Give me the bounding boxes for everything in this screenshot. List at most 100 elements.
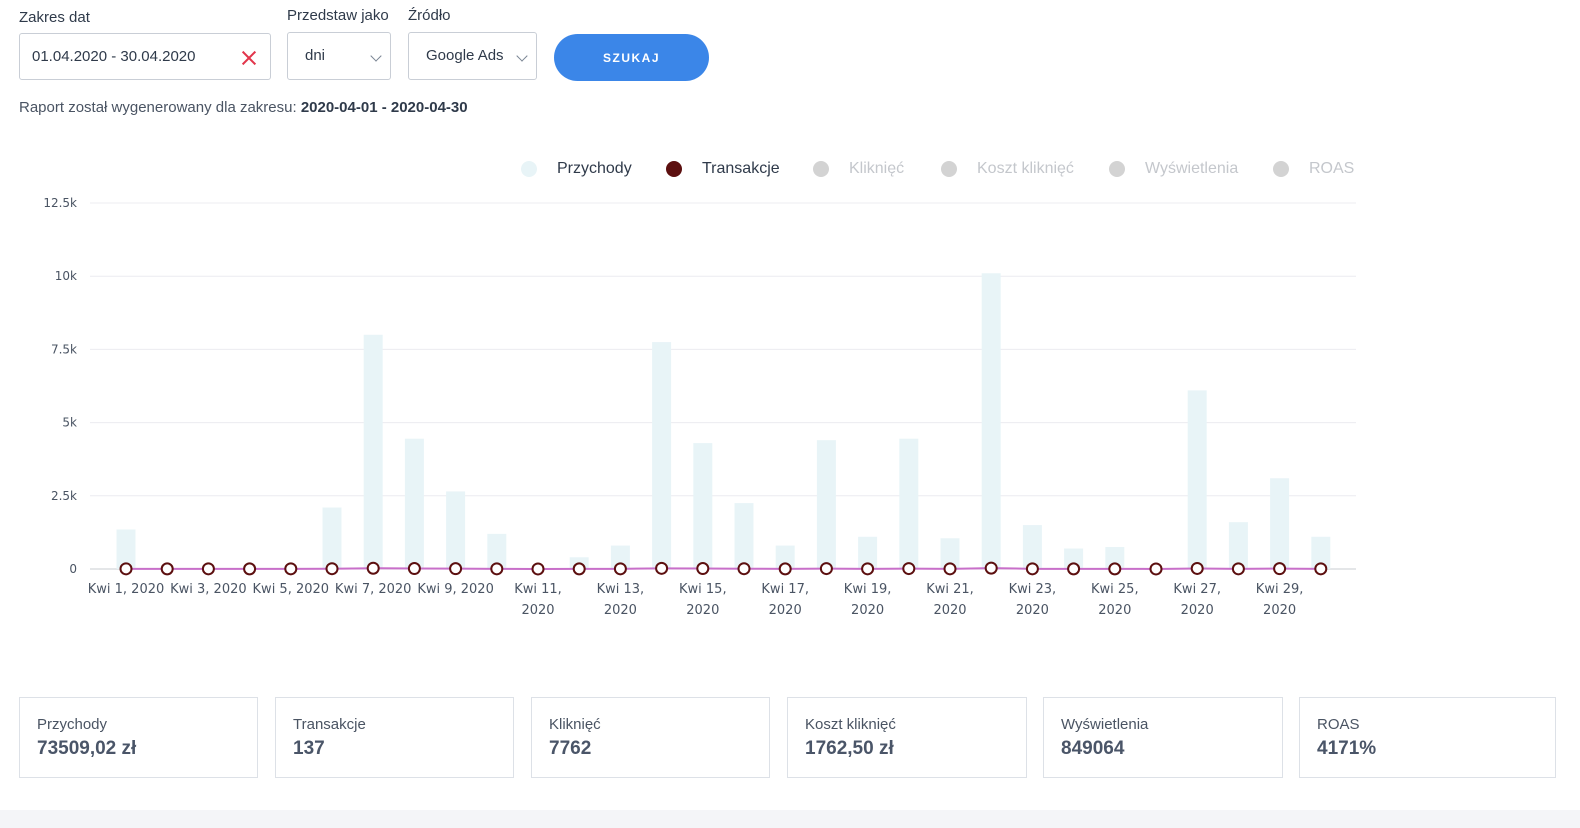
bar	[1187, 390, 1207, 569]
summary-value: 849064	[1061, 738, 1125, 759]
legend-dot-roas	[1273, 161, 1289, 177]
series-line	[125, 567, 1321, 570]
summary-label: Kliknięć	[549, 716, 601, 733]
line-point	[655, 561, 669, 575]
summary-card-przychody: Przychody 73509,02 zł	[19, 697, 258, 778]
summary-label: Wyświetlenia	[1061, 716, 1149, 733]
x-tick-label: Kwi 19,	[844, 582, 892, 597]
line-point	[984, 561, 998, 575]
bar	[816, 440, 836, 569]
footer-bar	[0, 810, 1580, 828]
x-tick-label: 2020	[1098, 603, 1131, 618]
report-range: 2020-04-01 - 2020-04-30	[300, 99, 468, 116]
report-range-text: Raport został wygenerowany dla zakresu: …	[19, 99, 468, 116]
line-point	[1273, 562, 1287, 576]
summary-value: 1762,50 zł	[805, 738, 894, 759]
line-point	[366, 561, 380, 575]
x-tick-label: Kwi 1, 2020	[88, 582, 165, 597]
y-tick-label: 10k	[55, 269, 77, 283]
bar	[1064, 548, 1084, 569]
line-point	[490, 562, 504, 576]
bar	[1270, 478, 1290, 569]
y-tick-label: 12.5k	[43, 196, 77, 210]
legend-item-transakcje[interactable]: Transakcje	[666, 160, 780, 178]
line-point	[284, 562, 298, 576]
line-point	[160, 562, 174, 576]
y-tick-label: 5k	[62, 416, 77, 430]
line-point	[325, 562, 339, 576]
bar	[1228, 522, 1248, 569]
summary-card-roas: ROAS 4171%	[1299, 697, 1556, 778]
summary-value: 7762	[549, 738, 592, 759]
chevron-down-icon	[516, 50, 528, 62]
legend-dot-przychody	[521, 161, 537, 177]
line-point	[1190, 561, 1204, 575]
line-point	[737, 562, 751, 576]
x-tick-label: 2020	[933, 603, 966, 618]
search-button[interactable]: SZUKAJ	[554, 34, 709, 81]
present-as-label: Przedstaw jako	[287, 7, 389, 24]
summary-value: 4171%	[1317, 738, 1377, 759]
line-point	[943, 562, 957, 576]
summary-label: Koszt kliknięć	[805, 716, 896, 733]
x-tick-label: Kwi 7, 2020	[335, 582, 412, 597]
legend-dot-transakcje	[666, 161, 682, 177]
legend-dot-klikniec	[813, 161, 829, 177]
bar	[775, 545, 795, 569]
x-tick-label: Kwi 17,	[761, 582, 809, 597]
legend-label: ROAS	[1309, 160, 1355, 177]
y-tick-label: 0	[69, 562, 77, 576]
present-as-select[interactable]: dni	[287, 32, 391, 80]
line-point	[778, 562, 792, 576]
line-point	[696, 562, 710, 576]
line-point	[1067, 562, 1081, 576]
legend-item-przychody[interactable]: Przychody	[521, 160, 632, 178]
legend-item-koszt-klikniec[interactable]: Koszt kliknięć	[941, 160, 1074, 178]
legend-item-klikniec[interactable]: Kliknięć	[813, 160, 904, 178]
legend-item-wyswietlenia[interactable]: Wyświetlenia	[1109, 160, 1238, 178]
bar	[858, 536, 878, 569]
x-tick-label: Kwi 13,	[597, 582, 645, 597]
line-point	[1025, 562, 1039, 576]
source-select[interactable]: Google Ads	[408, 32, 537, 80]
date-range-input[interactable]: 01.04.2020 - 30.04.2020	[19, 33, 271, 80]
legend-label: Koszt kliknięć	[977, 160, 1074, 177]
line-point	[1108, 562, 1122, 576]
x-tick-label: Kwi 9, 2020	[417, 582, 494, 597]
line-point	[407, 562, 421, 576]
line-point	[572, 562, 586, 576]
bar	[116, 529, 136, 569]
summary-value: 73509,02 zł	[37, 738, 137, 759]
bar	[1022, 525, 1042, 569]
chevron-down-icon	[370, 50, 382, 62]
x-tick-label: 2020	[1181, 603, 1214, 618]
legend-item-roas[interactable]: ROAS	[1273, 160, 1354, 178]
bar	[981, 273, 1001, 569]
x-tick-label: 2020	[686, 603, 719, 618]
y-tick-label: 2.5k	[51, 489, 77, 503]
x-tick-label: Kwi 27,	[1173, 582, 1221, 597]
y-tick-label: 7.5k	[51, 342, 77, 356]
line-point	[902, 562, 916, 576]
bar	[652, 342, 672, 569]
bar	[446, 491, 466, 569]
bar	[363, 334, 383, 569]
bar	[734, 503, 754, 569]
bar	[487, 533, 507, 569]
x-tick-label: Kwi 25,	[1091, 582, 1139, 597]
x-tick-label: 2020	[769, 603, 802, 618]
line-point	[613, 562, 627, 576]
date-range-value: 01.04.2020 - 30.04.2020	[32, 48, 196, 65]
bar	[693, 443, 713, 569]
line-point	[1314, 562, 1328, 576]
x-tick-label: Kwi 29,	[1256, 582, 1304, 597]
legend-label: Kliknięć	[849, 160, 905, 177]
line-point	[819, 562, 833, 576]
line-point	[1231, 562, 1245, 576]
clear-icon[interactable]	[240, 49, 258, 67]
line-point	[531, 562, 545, 576]
x-tick-label: 2020	[604, 603, 637, 618]
summary-label: Przychody	[37, 716, 108, 733]
legend-dot-koszt-klikniec	[941, 161, 957, 177]
summary-value: 137	[293, 738, 325, 759]
